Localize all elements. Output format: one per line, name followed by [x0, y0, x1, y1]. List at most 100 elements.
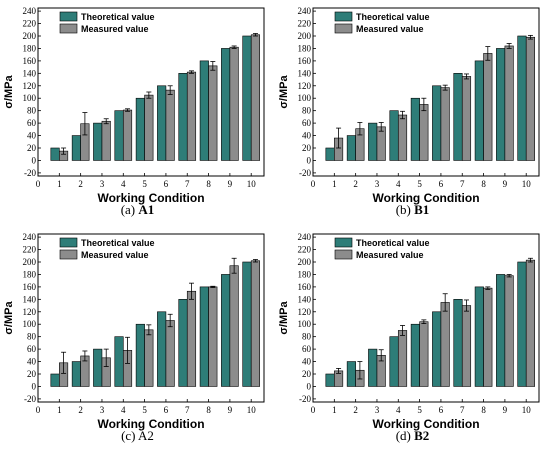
bar-measured-a1-10	[250, 34, 261, 161]
y-tick-label-b1: 220	[298, 19, 312, 29]
errorbar-b2-4	[400, 325, 406, 336]
legend-swatch-a2-1	[59, 249, 78, 260]
errorbar-b2-9	[506, 274, 512, 278]
caption-a2-letter: (c)	[121, 428, 136, 443]
x-tick-label-b1: 9	[503, 179, 508, 189]
x-tick-label-a1: 2	[78, 179, 83, 189]
bar-measured-b2-6	[440, 302, 450, 387]
caption-b2-letter: (d)	[395, 428, 411, 443]
bar-theoretical-b1-9	[496, 48, 506, 161]
bar-measured-a2-9	[229, 265, 239, 387]
legend-swatch-b2-1	[334, 249, 353, 260]
y-tick-label-a1: 80	[27, 106, 37, 116]
bar-theoretical-a1-1	[50, 147, 60, 161]
x-tick-label-b1: 8	[481, 179, 486, 189]
legend-label-b1-0: Theoretical value	[356, 12, 430, 22]
bar-theoretical-a1-9	[221, 48, 231, 161]
bar-theoretical-b1-3	[368, 122, 378, 161]
y-tick-label-b1: 20	[302, 143, 312, 153]
x-tick-label-a2: 5	[142, 405, 147, 415]
bar-measured-b2-9	[504, 275, 514, 387]
x-tick-label-a2: 7	[185, 405, 190, 415]
x-tick-label-b1: 5	[417, 179, 422, 189]
x-axis-label-a1: Working Condition	[97, 191, 204, 205]
caption-b1: (b) B1	[275, 202, 550, 218]
bar-measured-b1-4	[397, 114, 408, 161]
x-tick-label-b1: 6	[439, 179, 444, 189]
caption-a1: (a) A1	[0, 202, 275, 218]
bar-theoretical-a2-8	[199, 286, 209, 387]
x-tick-label-b2: 0	[311, 405, 316, 415]
bar-theoretical-a1-7	[178, 73, 188, 161]
bar-theoretical-b1-4	[389, 110, 399, 161]
errorbar-a1-7	[188, 70, 194, 74]
y-tick-label-b1: -20	[299, 168, 311, 178]
y-tick-label-b1: 120	[298, 81, 312, 91]
y-tick-label-b1: 100	[298, 93, 312, 103]
errorbar-b2-10	[527, 257, 533, 263]
errorbar-a2-6	[167, 313, 173, 328]
x-tick-label-a2: 9	[228, 405, 233, 415]
bar-theoretical-a2-9	[221, 274, 231, 387]
x-axis-label-b1: Working Condition	[372, 191, 479, 205]
bar-theoretical-a2-7	[178, 299, 188, 387]
bar-theoretical-a1-6	[157, 85, 167, 161]
bar-theoretical-a2-5	[135, 323, 145, 387]
plot-frame-b1	[312, 7, 540, 177]
bar-measured-a1-5	[144, 94, 154, 161]
x-tick-label-a2: 10	[247, 405, 257, 415]
y-tick-label-b1: 240	[298, 6, 312, 16]
bar-measured-b1-8	[483, 53, 493, 161]
legend-label-b1-1: Measured value	[356, 24, 424, 34]
y-tick-label-b1: 80	[302, 106, 312, 116]
x-tick-label-b2: 6	[439, 405, 444, 415]
errorbar-b1-5	[421, 97, 427, 112]
legend-swatch-b2-0	[334, 237, 353, 248]
errorbar-a1-6	[167, 85, 173, 95]
bar-theoretical-b2-1	[325, 373, 335, 387]
errorbar-b1-6	[442, 84, 448, 91]
y-tick-label-b2: 220	[298, 245, 312, 255]
y-tick-label-a1: 220	[23, 19, 37, 29]
legend-label-a2-1: Measured value	[81, 250, 149, 260]
errorbar-a2-2	[82, 350, 88, 362]
bar-theoretical-b2-7	[453, 299, 463, 387]
x-tick-label-a1: 5	[142, 179, 147, 189]
bar-theoretical-a2-6	[157, 311, 167, 387]
caption-b1-name: B1	[414, 202, 430, 217]
bar-theoretical-b2-9	[496, 274, 506, 387]
errorbar-b2-6	[442, 293, 448, 312]
x-tick-label-a1: 9	[228, 179, 233, 189]
legend-swatch-a1-0	[59, 11, 78, 22]
x-tick-label-a1: 3	[100, 179, 105, 189]
errorbar-b2-8	[485, 286, 491, 290]
x-tick-label-b2: 4	[396, 405, 401, 415]
errorbar-b1-7	[463, 73, 469, 80]
y-tick-label-b1: 0	[307, 155, 312, 165]
y-tick-label-b2: 120	[298, 307, 312, 317]
caption-a1-letter: (a)	[120, 202, 136, 217]
bar-theoretical-b2-3	[368, 348, 378, 387]
x-tick-label-b2: 3	[375, 405, 380, 415]
chart-panel-b2: -20 0 20 40 60 80 100 120 140 160 180 200 220 240 0 1 2 3…	[275, 226, 550, 452]
caption-b2-name: B2	[414, 428, 430, 443]
bar-measured-b1-10	[525, 36, 536, 161]
x-tick-label-b1: 2	[353, 179, 358, 189]
x-tick-label-a2: 1	[57, 405, 62, 415]
y-tick-label-a1: 0	[32, 155, 37, 165]
errorbar-b1-8	[485, 46, 491, 61]
legend-label-b2-0: Theoretical value	[356, 238, 430, 248]
bar-measured-b1-9	[504, 45, 514, 161]
x-tick-label-a1: 10	[247, 179, 257, 189]
y-tick-label-b2: 180	[298, 269, 312, 279]
y-tick-label-a1: 180	[23, 43, 37, 53]
errorbar-a2-5	[146, 324, 152, 336]
x-tick-label-b1: 4	[396, 179, 401, 189]
bar-measured-b1-6	[440, 87, 450, 161]
y-tick-label-a2: 240	[23, 232, 37, 242]
y-axis-label-a1: σ/MPa	[3, 75, 15, 109]
